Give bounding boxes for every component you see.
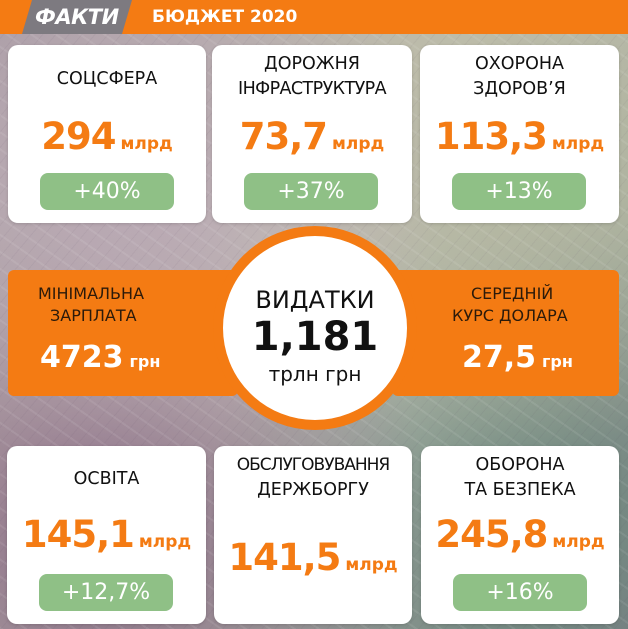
- card-healthcare: ОХОРОНА ЗДОРОВ’Я 113,3 млрд +13%: [420, 45, 619, 223]
- card-title: ТА БЕЗПЕКА: [464, 480, 576, 500]
- header-bar: ФАКТИ БЮДЖЕТ 2020: [0, 0, 628, 34]
- change-badge: +13%: [452, 173, 586, 210]
- card-social-sphere: СОЦСФЕРА 294 млрд +40%: [8, 45, 206, 223]
- card-title: ДОРОЖНЯ: [264, 54, 360, 74]
- card-title: ОХОРОНА: [475, 54, 564, 74]
- page-title: БЮДЖЕТ 2020: [152, 7, 298, 27]
- total-expenses-circle: ВИДАТКИ 1,181 трлн грн: [213, 226, 417, 430]
- card-amount: 145,1 млрд: [21, 513, 192, 556]
- panel-value: 4723 грн: [40, 340, 161, 375]
- card-amount: 245,8 млрд: [435, 513, 605, 556]
- panel-title: МІНІМАЛЬНА: [38, 284, 145, 303]
- expenses-title: ВИДАТКИ: [255, 286, 375, 314]
- card-amount: 294 млрд: [41, 115, 173, 158]
- card-title: ОСВІТА: [73, 469, 140, 489]
- panel-value: 27,5 грн: [462, 340, 573, 375]
- change-badge: +37%: [244, 173, 378, 210]
- fakty-logo: ФАКТИ: [22, 0, 132, 34]
- card-education: ОСВІТА 145,1 млрд +12,7%: [7, 446, 206, 624]
- card-amount: 73,7 млрд: [239, 115, 385, 158]
- card-title: ДЕРЖБОРГУ: [257, 480, 369, 500]
- expenses-unit: трлн грн: [268, 362, 362, 386]
- panel-title: ЗАРПЛАТА: [50, 306, 137, 325]
- panel-title: КУРС ДОЛАРА: [452, 306, 568, 325]
- card-amount: 113,3 млрд: [434, 115, 605, 158]
- card-title: ОБОРОНА: [475, 455, 565, 475]
- change-badge: +16%: [453, 574, 587, 611]
- panel-title: СЕРЕДНІЙ: [471, 284, 554, 303]
- card-debt-service: ОБСЛУГОВУВАННЯ ДЕРЖБОРГУ 141,5 млрд: [214, 446, 412, 624]
- usd-rate-panel: СЕРЕДНІЙ КУРС ДОЛАРА 27,5 грн: [392, 270, 619, 396]
- expenses-value: 1,181: [251, 314, 379, 360]
- card-title: СОЦСФЕРА: [56, 69, 158, 89]
- card-title: ОБСЛУГОВУВАННЯ: [236, 455, 391, 475]
- card-amount: 141,5 млрд: [228, 536, 398, 579]
- card-road-infrastructure: ДОРОЖНЯ ІНФРАСТРУКТУРА 73,7 млрд +37%: [212, 45, 412, 223]
- change-badge: +40%: [40, 173, 174, 210]
- card-title: ЗДОРОВ’Я: [473, 79, 566, 99]
- min-salary-panel: МІНІМАЛЬНА ЗАРПЛАТА 4723 грн: [8, 270, 238, 396]
- change-badge: +12,7%: [39, 574, 173, 611]
- card-defense-security: ОБОРОНА ТА БЕЗПЕКА 245,8 млрд +16%: [421, 446, 619, 624]
- card-title: ІНФРАСТРУКТУРА: [238, 79, 387, 99]
